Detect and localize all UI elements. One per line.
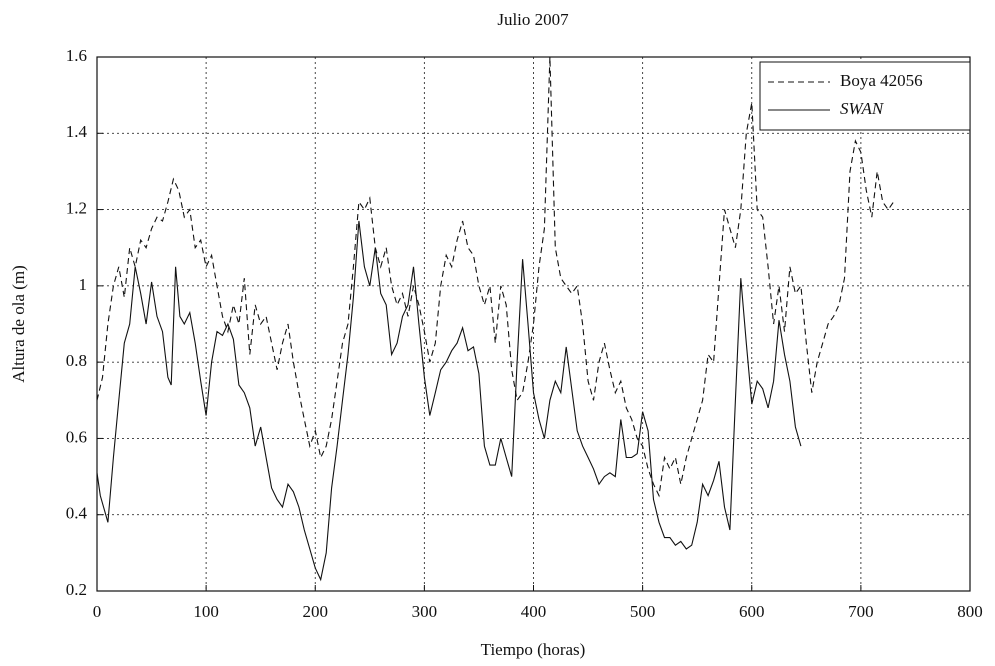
x-tick-label: 300 (412, 602, 438, 621)
x-tick-label: 400 (521, 602, 547, 621)
y-tick-label: 1.2 (66, 198, 87, 217)
x-tick-label: 700 (848, 602, 874, 621)
y-tick-label: 0.6 (66, 427, 87, 446)
x-axis-label: Tiempo (horas) (481, 640, 586, 659)
x-tick-label: 500 (630, 602, 656, 621)
plot-frame (96, 56, 971, 592)
legend-label: SWAN (840, 99, 885, 118)
data-line (96, 56, 895, 498)
y-tick-label: 0.2 (66, 580, 87, 599)
data-line (96, 220, 802, 582)
y-tick-label: 0.8 (66, 351, 87, 370)
y-axis-label: Altura de ola (m) (9, 265, 28, 383)
chart-title: Julio 2007 (497, 10, 569, 29)
legend: Boya 42056 SWAN (759, 61, 971, 131)
y-tick-label: 0.4 (66, 504, 88, 523)
legend-box (759, 61, 971, 131)
x-tick-label: 100 (193, 602, 219, 621)
x-tick-label: 800 (957, 602, 983, 621)
x-tick-label: 200 (303, 602, 329, 621)
legend-label: Boya 42056 (840, 71, 923, 90)
y-tick-label: 1.4 (66, 122, 88, 141)
x-tick-label: 0 (93, 602, 102, 621)
y-tick-label: 1 (79, 275, 88, 294)
y-tick-label: 1.6 (66, 46, 87, 65)
x-tick-label: 600 (739, 602, 765, 621)
